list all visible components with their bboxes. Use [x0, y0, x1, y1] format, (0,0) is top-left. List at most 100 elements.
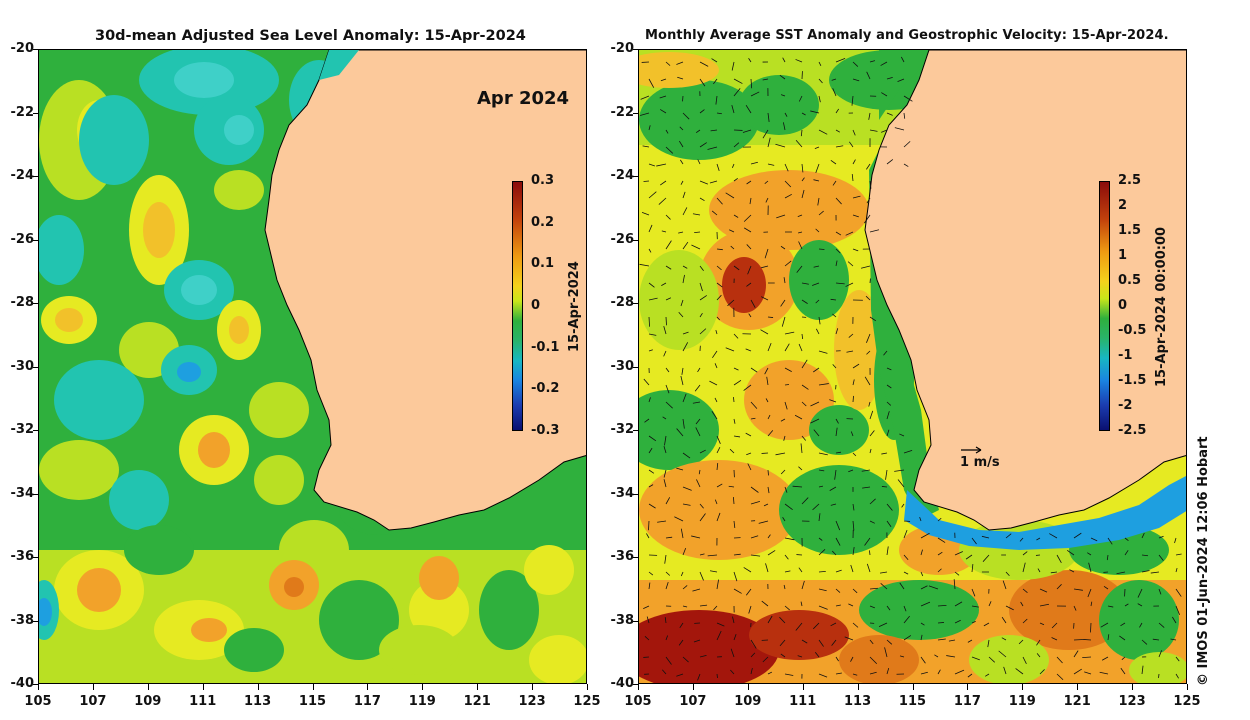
velocity-arrow: [813, 429, 820, 437]
velocity-arrow: [1005, 605, 1014, 611]
velocity-arrow: [731, 163, 735, 168]
velocity-arrow: [767, 615, 773, 624]
velocity-arrow: [665, 635, 669, 641]
velocity-arrow: [813, 367, 820, 373]
velocity-arrow: [678, 140, 684, 148]
velocity-arrow: [648, 484, 654, 488]
velocity-arrow: [725, 347, 735, 352]
velocity-arrow: [699, 571, 704, 581]
velocity-arrow: [830, 622, 837, 627]
velocity-arrow: [886, 639, 893, 645]
velocity-arrow: [1073, 532, 1082, 539]
velocity-arrow: [745, 432, 752, 437]
velocity-arrow: [1084, 671, 1092, 675]
velocity-arrow: [697, 673, 701, 681]
velocity-arrow: [692, 213, 701, 216]
velocity-arrow: [815, 328, 820, 335]
velocity-arrow: [800, 129, 803, 137]
velocity-arrow: [699, 180, 708, 185]
velocity-arrow: [677, 76, 684, 80]
velocity-arrow: [886, 546, 889, 556]
velocity-arrow: [801, 580, 805, 590]
velocity-arrow: [1174, 537, 1177, 544]
velocity-arrow: [831, 639, 837, 646]
velocity-arrow: [665, 214, 671, 220]
velocity-arrow: [784, 163, 789, 172]
velocity-arrow: [812, 622, 820, 630]
velocity-arrow: [643, 378, 650, 386]
velocity-arrow: [765, 197, 769, 203]
velocity-arrow: [1049, 533, 1058, 539]
velocity-arrow: [1107, 537, 1113, 545]
velocity-arrow: [699, 503, 704, 509]
velocity-arrow: [852, 547, 855, 556]
y-tick-label: -30: [10, 358, 35, 374]
velocity-arrow: [714, 363, 718, 369]
y-tick-label: -40: [10, 676, 35, 691]
velocity-arrow: [783, 584, 786, 590]
velocity-arrow: [869, 605, 876, 609]
velocity-arrow: [743, 227, 752, 233]
velocity-arrow: [680, 299, 684, 307]
velocity-arrow: [852, 588, 858, 594]
y-tick-label: -30: [610, 358, 635, 374]
velocity-arrow: [782, 517, 786, 522]
velocity-arrow: [852, 622, 859, 628]
x-tick-label: 107: [79, 694, 107, 709]
velocity-arrow: [1170, 638, 1177, 641]
velocity-arrow: [767, 414, 771, 420]
velocity-arrow: [665, 571, 671, 576]
velocity-arrow: [1087, 588, 1092, 598]
velocity-arrow: [727, 299, 735, 307]
velocity-arrow: [694, 231, 701, 234]
velocity-arrow: [894, 469, 905, 472]
velocity-arrow: [1073, 650, 1079, 658]
velocity-arrow: [699, 197, 705, 202]
velocity-arrow: [680, 528, 684, 539]
velocity-arrow: [767, 469, 769, 476]
velocity-arrow: [835, 129, 841, 133]
velocity-arrow: [664, 617, 667, 624]
velocity-arrow: [1107, 634, 1110, 641]
velocity-arrow: [648, 582, 651, 590]
velocity-arrow: [798, 466, 803, 471]
velocity-arrow: [801, 384, 809, 390]
colorbar-tick-label: 0: [531, 298, 541, 313]
velocity-arrow: [716, 483, 723, 488]
velocity-arrow: [699, 61, 709, 67]
velocity-arrow: [835, 282, 845, 285]
colorbar-tick-label: 2.5: [1118, 173, 1142, 188]
velocity-arrow: [1175, 673, 1179, 679]
velocity-arrow: [899, 582, 905, 590]
velocity-arrow: [866, 197, 871, 204]
velocity-arrow: [784, 401, 788, 410]
colorbar-tick-label: 0.2: [531, 214, 555, 230]
velocity-arrow: [716, 579, 719, 590]
x-tick-label: 109: [734, 694, 762, 709]
velocity-arrow: [835, 569, 842, 573]
velocity-arrow: [660, 180, 667, 186]
velocity-arrow: [1073, 668, 1082, 675]
x-tick-label: 119: [1008, 694, 1036, 709]
velocity-arrow: [1119, 635, 1126, 641]
velocity-arrow: [1036, 639, 1041, 646]
velocity-arrow: [682, 486, 692, 491]
velocity-arrow: [680, 180, 684, 185]
velocity-arrow: [897, 479, 905, 488]
y-tick-label: -34: [10, 485, 35, 501]
velocity-arrow: [762, 656, 769, 663]
y-tick-mark: [633, 493, 639, 495]
x-tick-mark: [802, 684, 804, 690]
velocity-arrow: [869, 520, 875, 524]
velocity-arrow: [869, 587, 878, 590]
x-tick-label: 119: [408, 694, 436, 709]
velocity-arrow: [852, 503, 855, 511]
velocity-arrow: [750, 161, 758, 165]
velocity-arrow: [783, 277, 786, 284]
colorbar-tick-label: 1: [1118, 248, 1128, 263]
velocity-arrow: [801, 112, 806, 116]
x-tick-mark: [477, 684, 479, 690]
velocity-arrow: [748, 605, 752, 614]
velocity-arrow: [1175, 567, 1178, 573]
velocity-arrow: [779, 74, 786, 80]
